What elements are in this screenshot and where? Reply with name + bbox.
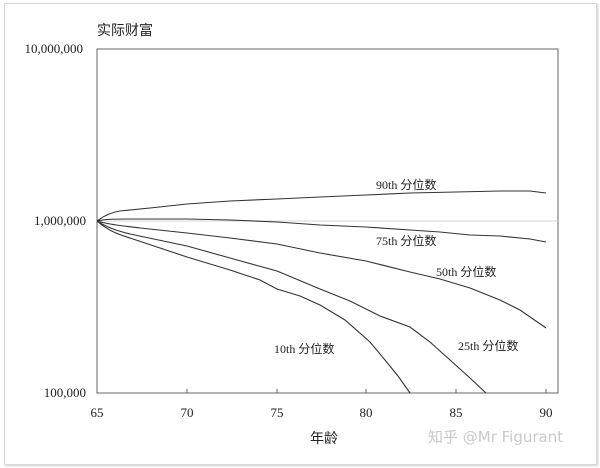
line-90th <box>96 190 547 222</box>
label-50th: 50th 分位数 <box>436 265 497 279</box>
chart-frame <box>4 3 597 465</box>
x-tick-80: 80 <box>359 405 373 420</box>
y-axis-title: 实际财富 <box>97 23 153 39</box>
y-tick-1000000: 1,000,000 <box>34 213 86 228</box>
label-75th: 75th 分位数 <box>376 234 437 248</box>
label-90th: 90th 分位数 <box>376 178 437 192</box>
line-50th <box>96 220 547 329</box>
x-tick-75: 75 <box>270 405 284 420</box>
x-tick-70: 70 <box>180 405 194 420</box>
label-25th: 25th 分位数 <box>458 339 519 353</box>
line-25th <box>96 220 487 394</box>
y-tick-100000: 100,000 <box>43 385 86 400</box>
series-lines <box>96 190 547 394</box>
x-tick-65: 65 <box>90 405 104 420</box>
x-axis-ticks <box>186 389 547 393</box>
label-10th: 10th 分位数 <box>274 342 335 356</box>
watermark: 知乎 @Mr Figurant <box>428 428 564 446</box>
line-75th <box>96 218 547 243</box>
x-tick-90: 90 <box>539 405 553 420</box>
y-tick-10000000: 10,000,000 <box>24 41 84 56</box>
line-10th <box>96 220 411 394</box>
x-tick-85: 85 <box>449 405 463 420</box>
x-axis-title: 年龄 <box>310 431 338 447</box>
